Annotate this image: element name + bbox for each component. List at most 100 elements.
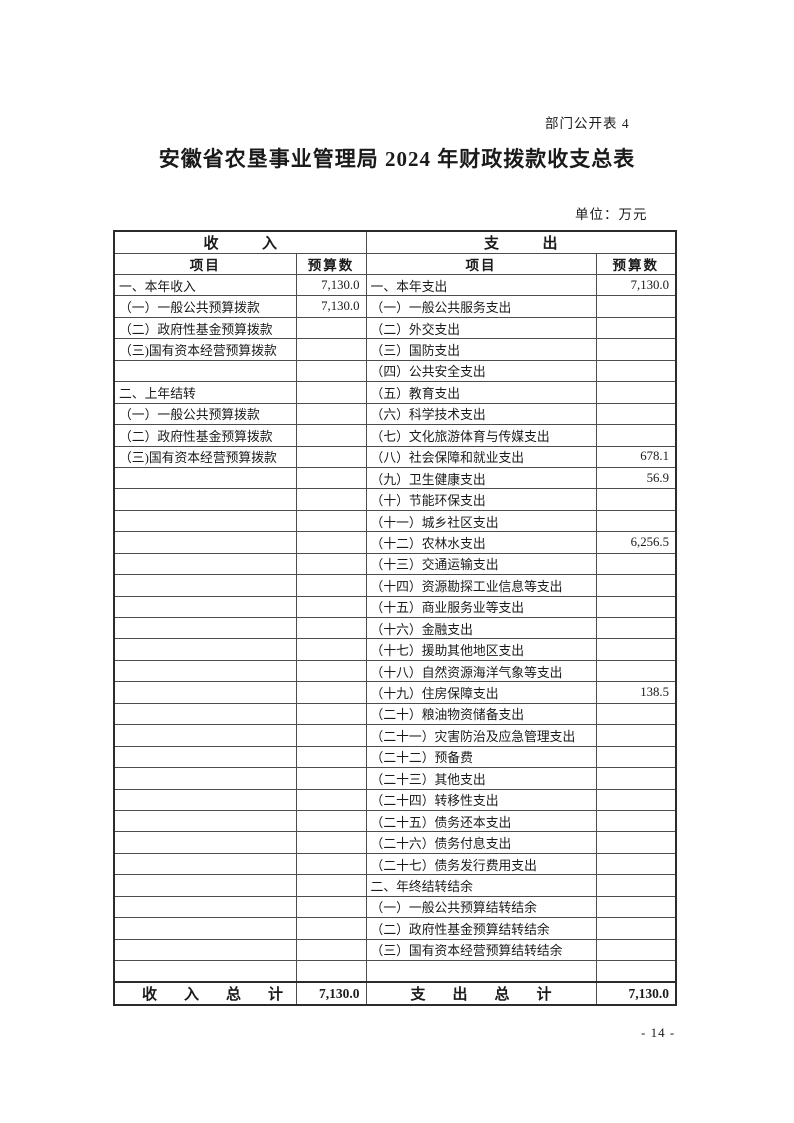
income-value-cell — [295, 338, 367, 361]
expense-value-cell: 7,130.0 — [595, 273, 677, 297]
expense-value-cell — [595, 852, 677, 876]
income-value-cell — [295, 659, 367, 683]
income-value-cell — [295, 831, 367, 854]
expense-value-cell — [595, 338, 677, 361]
expense-item-cell: （二十四）转移性支出 — [365, 788, 597, 811]
table-row: （三)国有资本经营预算拨款 （三）国防支出 — [113, 338, 677, 361]
table-row: （二）政府性基金预算拨款 （七）文化旅游体育与传媒支出 — [113, 424, 677, 447]
section-header-row: 收入 支出 — [113, 230, 677, 254]
income-value-cell — [295, 509, 367, 533]
income-value-cell — [295, 681, 367, 704]
income-item-cell — [113, 466, 297, 490]
table-row: （一）一般公共预算结转结余 — [113, 895, 677, 919]
expense-item-cell: （二）外交支出 — [365, 316, 597, 340]
income-value-cell — [295, 852, 367, 876]
income-total-value: 7,130.0 — [295, 981, 367, 1007]
table-row: （十五）商业服务业等支出 — [113, 595, 677, 619]
table-row: （十七）援助其他地区支出 — [113, 638, 677, 661]
expense-item-cell: （二）政府性基金预算结转结余 — [365, 917, 597, 940]
expense-value-cell — [595, 574, 677, 597]
expense-item-cell: （五）教育支出 — [365, 381, 597, 404]
expense-item-cell: （二十一）灾害防治及应急管理支出 — [365, 724, 597, 747]
income-value-cell — [295, 574, 367, 597]
table-row: （二）政府性基金预算结转结余 — [113, 917, 677, 940]
expense-item-cell: （二十）粮油物资储备支出 — [365, 702, 597, 726]
expense-item-cell: （三）国防支出 — [365, 338, 597, 361]
expense-item-cell: （二十五）债务还本支出 — [365, 809, 597, 833]
expense-item-cell: （四）公共安全支出 — [365, 359, 597, 383]
income-item-cell — [113, 531, 297, 554]
expense-item-cell: （十六）金融支出 — [365, 616, 597, 640]
expense-value-cell — [595, 724, 677, 747]
income-value-cell — [295, 381, 367, 404]
expense-value-cell — [595, 316, 677, 340]
page-number: - 14 - — [641, 1025, 676, 1040]
income-item-cell — [113, 681, 297, 704]
expense-value-cell: 678.1 — [595, 445, 677, 468]
expense-value-cell — [595, 809, 677, 833]
income-item-cell — [113, 595, 297, 619]
income-value-cell — [295, 874, 367, 897]
expense-value-cell — [595, 595, 677, 619]
table-row: （二十二）预备费 — [113, 745, 677, 769]
income-value-cell — [295, 895, 367, 919]
table-row: （二十三）其他支出 — [113, 767, 677, 790]
expense-item-cell: （一）一般公共服务支出 — [365, 295, 597, 318]
expense-value-cell — [595, 402, 677, 426]
expense-value-cell — [595, 831, 677, 854]
income-item-cell — [113, 809, 297, 833]
expense-item-cell: （二十二）预备费 — [365, 745, 597, 769]
income-item-cell: （三)国有资本经营预算拨款 — [113, 445, 297, 468]
expense-value-cell — [595, 381, 677, 404]
expense-value-cell: 138.5 — [595, 681, 677, 704]
table-row: 二、上年结转 （五）教育支出 — [113, 381, 677, 404]
income-item-cell — [113, 852, 297, 876]
expense-item-cell: （十七）援助其他地区支出 — [365, 638, 597, 661]
expense-section-header: 支出 — [484, 236, 602, 252]
expense-item-cell: （十二）农林水支出 — [365, 531, 597, 554]
table-row: （十一）城乡社区支出 — [113, 509, 677, 533]
income-item-cell: （三)国有资本经营预算拨款 — [113, 338, 297, 361]
income-section-header: 收入 — [203, 236, 321, 252]
income-item-cell — [113, 574, 297, 597]
table-row: （二十一）灾害防治及应急管理支出 — [113, 724, 677, 747]
expense-value-cell — [595, 788, 677, 811]
expense-value-cell — [595, 552, 677, 576]
income-value-cell — [295, 466, 367, 490]
income-budget-column-header: 预算数 — [295, 253, 367, 275]
expense-value-cell — [595, 659, 677, 683]
table-row: （二十六）债务付息支出 — [113, 831, 677, 854]
table-row: （二十）粮油物资储备支出 — [113, 702, 677, 726]
table-row: （十二）农林水支出 6,256.5 — [113, 531, 677, 554]
income-value-cell — [295, 917, 367, 940]
expense-item-cell: （十）节能环保支出 — [365, 488, 597, 511]
income-item-cell — [113, 895, 297, 919]
budget-table-body: 一、本年收入 7,130.0 一、本年支出 7,130.0 （一）一般公共预算拨款 7,1… — [113, 273, 677, 983]
table-row: （二十五）债务还本支出 — [113, 809, 677, 833]
expense-item-cell: 一、本年支出 — [365, 273, 597, 297]
expense-value-cell — [595, 874, 677, 897]
expense-item-cell: （六）科学技术支出 — [365, 402, 597, 426]
expense-value-cell: 6,256.5 — [595, 531, 677, 554]
expense-value-cell — [595, 638, 677, 661]
expense-value-cell — [595, 917, 677, 940]
income-item-cell — [113, 638, 297, 661]
expense-section-header-cell: 支出 — [365, 230, 677, 254]
income-value-cell: 7,130.0 — [295, 295, 367, 318]
income-value-cell — [295, 424, 367, 447]
income-item-cell: （二）政府性基金预算拨款 — [113, 424, 297, 447]
income-item-cell — [113, 702, 297, 726]
table-row: （二十四）转移性支出 — [113, 788, 677, 811]
expense-item-cell: （十八）自然资源海洋气象等支出 — [365, 659, 597, 683]
expense-value-cell — [595, 938, 677, 962]
expense-value-cell — [595, 488, 677, 511]
expense-item-cell: （十九）住房保障支出 — [365, 681, 597, 704]
income-item-cell — [113, 659, 297, 683]
table-row: （十八）自然资源海洋气象等支出 — [113, 659, 677, 683]
expense-value-cell — [595, 745, 677, 769]
table-row: （九）卫生健康支出 56.9 — [113, 466, 677, 490]
table-row: （一）一般公共预算拨款 （六）科学技术支出 — [113, 402, 677, 426]
table-row: （十九）住房保障支出 138.5 — [113, 681, 677, 704]
table-row: （十）节能环保支出 — [113, 488, 677, 511]
table-row: （十四）资源勘探工业信息等支出 — [113, 574, 677, 597]
